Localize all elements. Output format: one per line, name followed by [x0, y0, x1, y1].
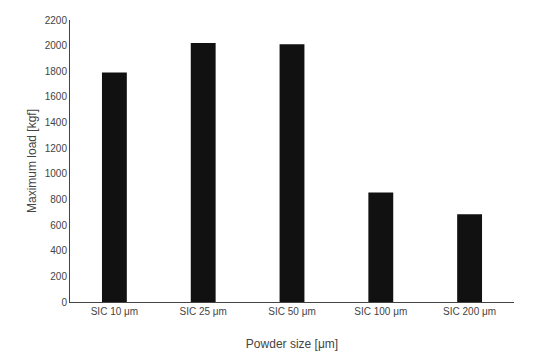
svg-text:1000: 1000 — [45, 168, 68, 179]
svg-text:1400: 1400 — [45, 117, 68, 128]
svg-text:Maximum load [kgf]: Maximum load [kgf] — [25, 109, 39, 213]
svg-text:1200: 1200 — [45, 143, 68, 154]
svg-text:Powder size [μm]: Powder size [μm] — [246, 337, 338, 351]
svg-text:0: 0 — [61, 297, 67, 308]
svg-text:400: 400 — [50, 245, 67, 256]
svg-text:800: 800 — [50, 194, 67, 205]
svg-text:SIC 10 μm: SIC 10 μm — [91, 306, 138, 317]
svg-text:SIC 50 μm: SIC 50 μm — [268, 306, 315, 317]
svg-text:2000: 2000 — [45, 40, 68, 51]
svg-text:1600: 1600 — [45, 91, 68, 102]
svg-text:SIC 200 μm: SIC 200 μm — [443, 306, 496, 317]
svg-text:200: 200 — [50, 271, 67, 282]
svg-text:600: 600 — [50, 220, 67, 231]
svg-text:SIC 100 μm: SIC 100 μm — [354, 306, 407, 317]
svg-text:SIC 25 μm: SIC 25 μm — [179, 306, 226, 317]
svg-text:2200: 2200 — [45, 15, 68, 26]
svg-text:1800: 1800 — [45, 66, 68, 77]
